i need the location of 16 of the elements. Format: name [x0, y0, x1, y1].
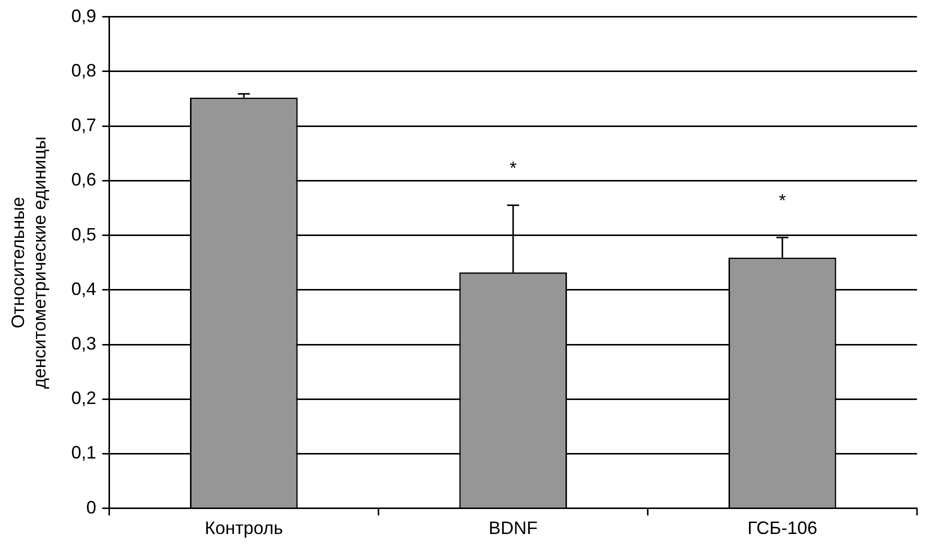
y-tick-label: 0 [86, 497, 96, 518]
y-tick-label: 0,5 [71, 224, 96, 244]
y-tick-label: 0,9 [71, 6, 96, 26]
x-tick-label: BDNF [488, 518, 538, 538]
y-tick-label: 0,7 [71, 115, 96, 136]
annotation: * [778, 190, 786, 210]
x-tick-label: ГСБ-106 [747, 518, 818, 538]
y-tick-label: 0,4 [71, 278, 96, 299]
y-tick-label: 0,6 [71, 170, 96, 190]
y-tick-label: 0,2 [71, 388, 96, 408]
y-tick-label: 0,8 [71, 60, 96, 80]
y-axis-title: Относительные денситометрические единицы [8, 136, 50, 389]
annotation: * [510, 158, 517, 178]
y-tick-label: 0,1 [71, 442, 96, 463]
y-tick-label: 0,3 [71, 334, 96, 354]
x-tick-label: Контроль [204, 518, 283, 538]
